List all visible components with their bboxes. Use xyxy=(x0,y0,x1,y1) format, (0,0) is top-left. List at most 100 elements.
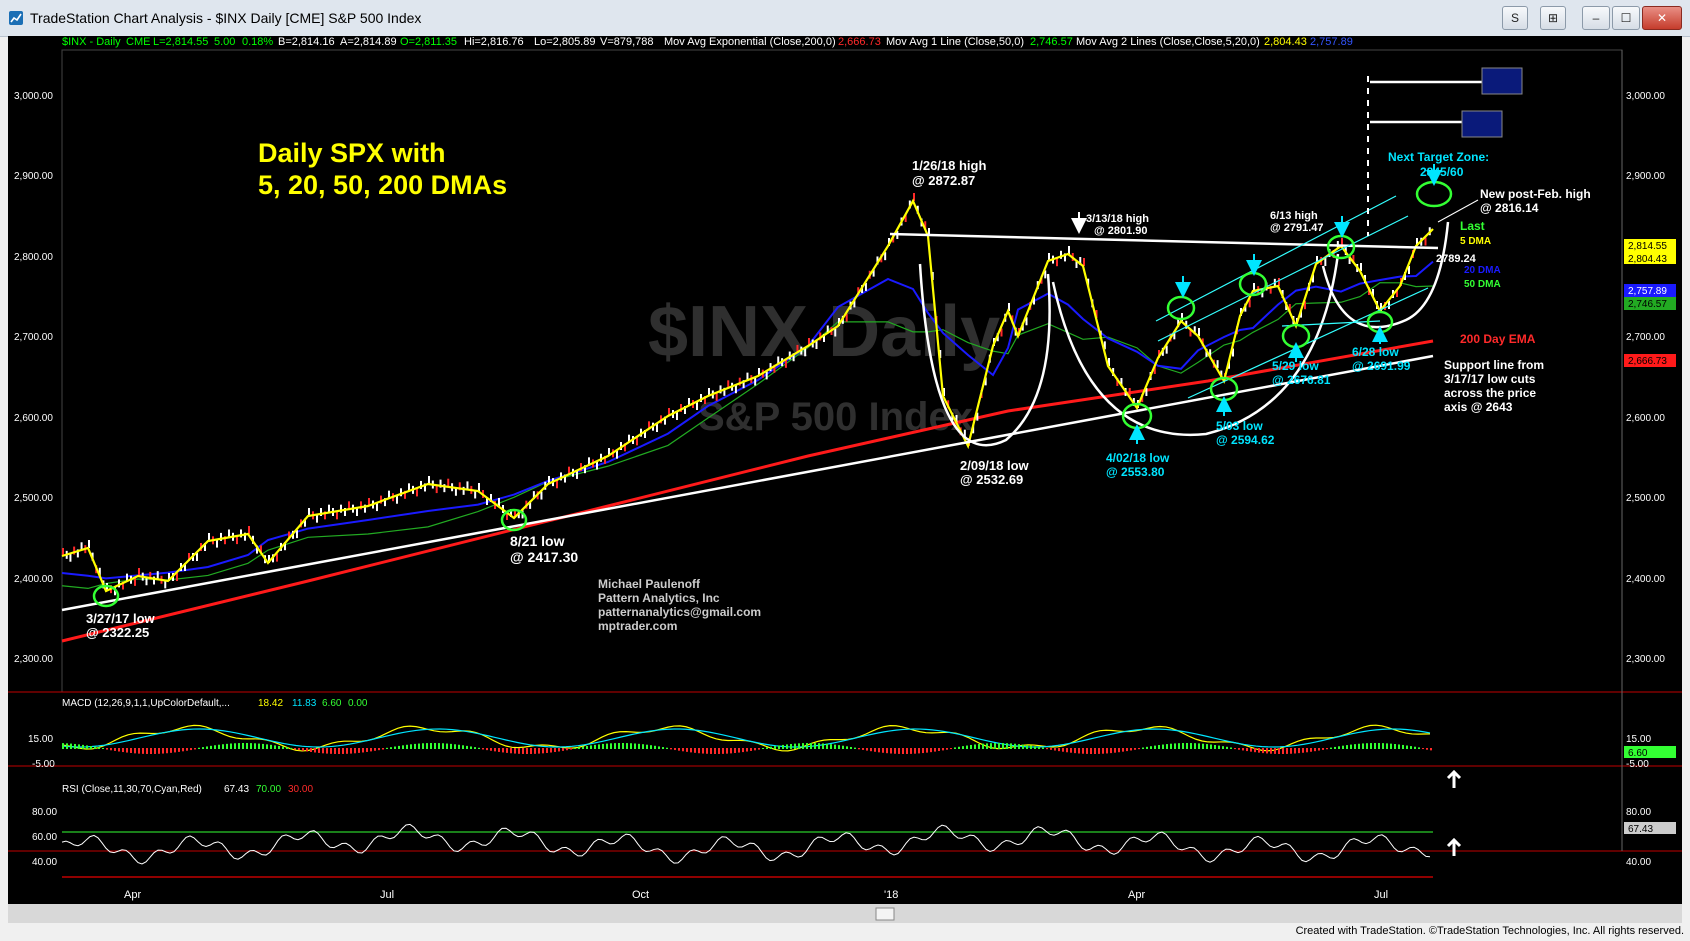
macd-histogram-bar xyxy=(794,743,796,749)
macd-histogram-bar xyxy=(630,743,632,749)
macd-axis-label-right: -5.00 xyxy=(1626,759,1649,770)
macd-histogram-bar xyxy=(134,748,136,754)
macd-histogram-bar xyxy=(1046,748,1048,750)
minimize-button[interactable]: – xyxy=(1582,6,1610,30)
macd-histogram-bar xyxy=(438,743,440,749)
macd-axis-label: -5.00 xyxy=(32,759,55,770)
layout-button[interactable]: ⊞ xyxy=(1540,6,1566,30)
price-candle xyxy=(176,573,178,581)
price-candle xyxy=(368,498,370,506)
legend-ma1-label: Mov Avg 1 Line (Close,50,0) xyxy=(886,36,1024,48)
macd-histogram-bar xyxy=(1318,748,1320,751)
macd-histogram-bar xyxy=(1274,748,1276,754)
macd-histogram-bar xyxy=(646,744,648,749)
macd-histogram-bar xyxy=(1430,748,1432,751)
horizontal-scrollbar[interactable] xyxy=(8,904,1682,923)
macd-histogram-bar xyxy=(114,748,116,751)
ann-jun13-2: @ 2791.47 xyxy=(1270,222,1324,234)
ann-jan26-2: @ 2872.87 xyxy=(912,173,975,188)
macd-histogram-bar xyxy=(946,748,948,750)
macd-histogram-bar xyxy=(530,748,532,754)
macd-histogram-bar xyxy=(390,747,392,749)
macd-histogram-bar xyxy=(622,743,624,749)
price-candle xyxy=(939,350,942,358)
macd-histogram-bar xyxy=(1078,748,1080,754)
macd-histogram-bar xyxy=(366,748,368,752)
macd-histogram-bar xyxy=(458,744,460,749)
price-candle xyxy=(454,487,457,496)
macd-histogram-bar xyxy=(1246,748,1248,752)
maximize-button[interactable]: ☐ xyxy=(1612,6,1640,30)
price-candle xyxy=(853,299,856,308)
price-candle xyxy=(1025,317,1028,326)
price-candle xyxy=(308,508,310,516)
price-candle xyxy=(424,483,426,492)
macd-histogram-bar xyxy=(318,748,320,753)
chart-canvas[interactable]: $INX - Daily CME L=2,814.55 5.00 0.18% B… xyxy=(8,36,1682,923)
price-candle xyxy=(138,568,140,576)
macd-histogram-bar xyxy=(542,748,544,754)
ann-mar13-1: 3/13/18 high xyxy=(1086,213,1149,225)
price-candle xyxy=(560,472,562,481)
title-bar[interactable]: TradeStation Chart Analysis - $INX Daily… xyxy=(0,0,1690,37)
tag-ma5: 2,804.43 xyxy=(1628,254,1667,265)
price-candle xyxy=(76,549,79,558)
price-candle xyxy=(69,553,72,562)
price-candle xyxy=(913,193,915,201)
price-candle xyxy=(1128,388,1131,396)
macd-histogram-bar xyxy=(1270,748,1272,754)
rsi-value-1: 67.43 xyxy=(224,784,249,795)
macd-histogram-bar xyxy=(734,748,736,754)
price-axis-label: 2,600.00 xyxy=(14,413,53,424)
rsi-axis-label: 40.00 xyxy=(32,857,57,868)
macd-histogram-bar xyxy=(1294,748,1296,754)
macd-histogram-bar xyxy=(574,747,576,749)
price-candle xyxy=(1380,303,1382,311)
price-candle xyxy=(514,510,516,518)
chart-area[interactable]: $INX - Daily CME L=2,814.55 5.00 0.18% B… xyxy=(8,36,1682,923)
symbol-link-button[interactable]: S xyxy=(1502,6,1528,30)
macd-histogram-bar xyxy=(118,748,120,752)
price-candle xyxy=(648,421,650,430)
macd-histogram-bar xyxy=(322,748,324,754)
price-candle xyxy=(122,581,124,590)
macd-histogram-bar xyxy=(518,748,520,754)
macd-histogram-bar xyxy=(182,748,184,752)
price-candle xyxy=(356,508,358,516)
close-button[interactable]: ✕ xyxy=(1642,6,1682,30)
macd-histogram-bar xyxy=(786,744,788,749)
price-candle xyxy=(348,501,350,510)
macd-histogram-bar xyxy=(1250,748,1252,752)
price-candle xyxy=(723,387,726,396)
macd-histogram-bar xyxy=(1134,748,1136,750)
macd-histogram-bar xyxy=(362,748,364,753)
macd-histogram-bar xyxy=(690,748,692,753)
macd-histogram-bar xyxy=(386,747,388,749)
macd-histogram-bar xyxy=(1394,744,1396,749)
macd-histogram-bar xyxy=(1106,748,1108,754)
copyright-credit: Created with TradeStation. ©TradeStation… xyxy=(1295,925,1684,937)
price-axis-label-right: 2,300.00 xyxy=(1626,654,1665,665)
ann-author-3: patternanalytics@gmail.com xyxy=(598,605,761,619)
headline-line2: 5, 20, 50, 200 DMAs xyxy=(258,170,507,200)
macd-histogram-bar xyxy=(234,743,236,749)
macd-histogram-bar xyxy=(1390,743,1392,749)
macd-histogram-bar xyxy=(954,747,956,749)
scrollbar-thumb[interactable] xyxy=(875,907,895,921)
macd-histogram-bar xyxy=(910,748,912,754)
macd-histogram-bar xyxy=(614,743,616,749)
price-candle xyxy=(1079,257,1082,265)
macd-histogram-bar xyxy=(1130,748,1132,751)
macd-histogram-bar xyxy=(1122,748,1124,752)
macd-histogram-bar xyxy=(1118,748,1120,753)
price-candle xyxy=(384,498,386,507)
price-axis-label: 2,400.00 xyxy=(14,574,53,585)
macd-histogram-bar xyxy=(170,748,172,753)
macd-histogram-bar xyxy=(146,748,148,754)
ann-mar27-1: 3/27/17 low xyxy=(86,611,156,626)
price-candle xyxy=(708,388,710,396)
macd-histogram-bar xyxy=(1094,748,1096,754)
price-tags: 2,814.55 2,804.43 2,757.89 2,746.57 2,66… xyxy=(1624,239,1676,367)
price-candle xyxy=(1193,326,1196,335)
